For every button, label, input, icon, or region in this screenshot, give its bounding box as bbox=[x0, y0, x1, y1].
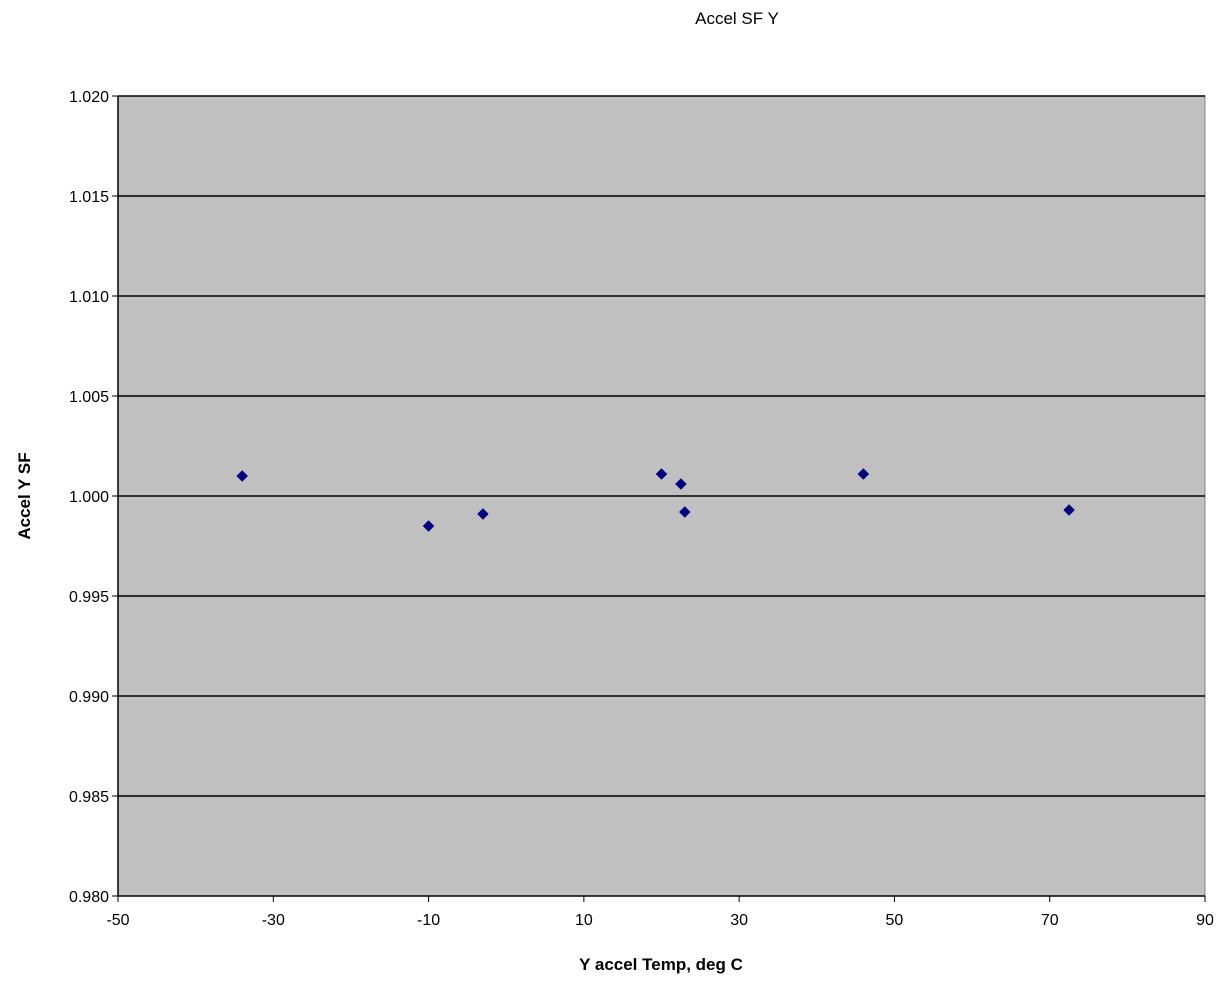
y-tick-label: 0.985 bbox=[69, 789, 109, 806]
x-tick-label: -30 bbox=[262, 912, 285, 929]
data-point bbox=[857, 468, 870, 480]
y-tick-label: 1.005 bbox=[69, 389, 109, 406]
y-tick-label: 1.000 bbox=[69, 489, 109, 506]
y-tick-label: 0.995 bbox=[69, 589, 109, 606]
y-tick-label: 1.010 bbox=[69, 289, 109, 306]
data-point bbox=[675, 478, 687, 490]
y-tick-label: 0.980 bbox=[69, 889, 109, 906]
x-tick-label: 10 bbox=[575, 912, 593, 929]
x-axis-ticks: -50 -30 -10 10 30 50 70 90 bbox=[106, 896, 1214, 929]
y-tick-label: 0.990 bbox=[69, 689, 109, 706]
x-axis-title: Y accel Temp, deg C bbox=[579, 955, 743, 974]
x-tick-label: -50 bbox=[106, 912, 129, 929]
data-point bbox=[655, 468, 668, 480]
data-points bbox=[236, 468, 1075, 532]
data-point bbox=[1063, 504, 1075, 516]
x-tick-label: 70 bbox=[1041, 912, 1059, 929]
data-point bbox=[422, 520, 435, 532]
y-axis-title: Accel Y SF bbox=[15, 452, 34, 539]
data-point bbox=[678, 506, 691, 518]
y-axis-ticks: 0.980 0.985 0.990 0.995 1.000 1.005 1.010 1.015… bbox=[69, 89, 118, 906]
y-tick-label: 1.020 bbox=[69, 89, 109, 106]
data-point bbox=[477, 508, 489, 520]
x-tick-label: 50 bbox=[886, 912, 904, 929]
data-point bbox=[236, 470, 249, 482]
y-tick-label: 1.015 bbox=[69, 189, 109, 206]
x-tick-label: 30 bbox=[730, 912, 748, 929]
x-tick-label: 90 bbox=[1196, 912, 1214, 929]
x-tick-label: -10 bbox=[417, 912, 440, 929]
chart-title: Accel SF Y bbox=[695, 9, 779, 28]
gridlines bbox=[118, 95, 1205, 797]
